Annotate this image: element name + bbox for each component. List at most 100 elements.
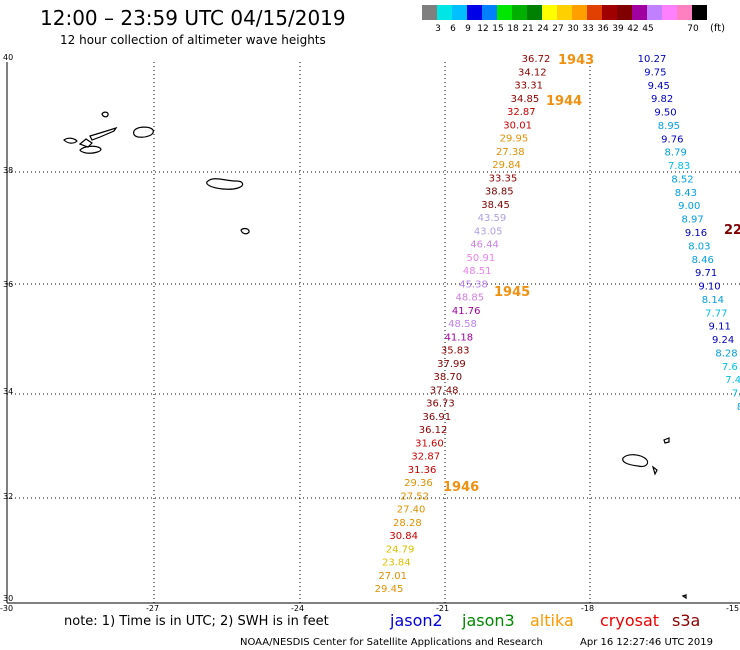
satellite-legend-entry: s3a (672, 611, 700, 630)
lat-label: 36 (3, 280, 13, 289)
legend-tick-label: 36 (597, 24, 609, 34)
track-value-label: 46.44 (470, 240, 499, 251)
track-value-label: 8.46 (692, 255, 714, 266)
time-label: 1944 (546, 94, 582, 109)
lon-label: -21 (436, 604, 449, 613)
footer-timestamp: Apr 16 12:27:46 UTC 2019 (580, 637, 713, 648)
lon-label: -30 (0, 604, 13, 613)
track-value-label: 27.01 (378, 571, 407, 582)
legend-tick-label: 42 (627, 24, 638, 34)
track-value-label: 8.03 (688, 241, 710, 252)
track-value-label: 9.71 (695, 268, 717, 279)
note-text: note: 1) Time is in UTC; 2) SWH is in fe… (64, 614, 329, 629)
track-value-label: 34.12 (518, 67, 547, 78)
island-outline (79, 145, 102, 154)
legend-swatch (587, 5, 602, 20)
track-value-label: 36.73 (426, 399, 455, 410)
legend-swatch (602, 5, 617, 20)
island-outline (622, 454, 649, 468)
track-value-label: 35.83 (441, 346, 470, 357)
satellite-legend-entry: cryosat (600, 611, 659, 630)
track-value-label: 28.28 (393, 518, 422, 529)
legend-tick-label: 6 (450, 24, 456, 34)
jason-track-values: 10.27 9.75 9.45 9.82 9.50 8.95 9.76 8.79 7.83 8.5… (638, 54, 740, 413)
legend-swatch (437, 5, 452, 20)
lat-label: 30 (3, 594, 13, 603)
satellite-legend: jason2 jason3 altika cryosat s3a (389, 611, 700, 630)
track-value-label: 8.43 (675, 188, 697, 199)
track-value-label: 23.84 (382, 558, 411, 569)
track-value-label: 9.00 (678, 201, 700, 212)
altika-track-values: 36.72 34.12 33.31 34.85 32.87 30.01 29.95 27.38… (375, 54, 551, 595)
track-value-label: 29.84 (492, 160, 521, 171)
track-value-label: 30.01 (503, 120, 532, 131)
track-value-label: 29.95 (500, 134, 529, 145)
island-outline (101, 111, 109, 118)
track-value-label: 8.79 (665, 148, 687, 159)
legend-tick-label: 45 (642, 24, 653, 34)
track-value-label: 8.95 (658, 121, 680, 132)
track-value-label: 50.91 (467, 253, 496, 264)
satellite-legend-entry: altika (530, 611, 574, 630)
track-value-label: 9.16 (685, 228, 707, 239)
coastlines (63, 111, 687, 600)
map-title: 12:00 – 23:59 UTC 04/15/2019 (40, 6, 346, 30)
track-value-label: 30.84 (389, 531, 418, 542)
track-value-label: 37.99 (437, 359, 466, 370)
legend-tick-label: 12 (477, 24, 488, 34)
track-value-label: 9.10 (698, 282, 720, 293)
track-value-label: 24.79 (386, 544, 415, 555)
satellite-legend-entry: jason3 (461, 611, 515, 630)
island-outline (133, 126, 154, 138)
island-outline (681, 594, 687, 600)
track-value-label: 9.45 (648, 81, 670, 92)
legend-swatch (677, 5, 692, 20)
legend-swatch (467, 5, 482, 20)
legend-tick-label: 30 (567, 24, 579, 34)
track-value-label: 37.48 (430, 385, 459, 396)
lat-label: 34 (3, 387, 13, 396)
legend-swatch (497, 5, 512, 20)
track-value-label: 9.82 (651, 94, 673, 105)
legend-swatch (452, 5, 467, 20)
track-value-label: 33.31 (514, 81, 543, 92)
track-value-label: 8.52 (671, 174, 693, 185)
lon-label: -27 (146, 604, 159, 613)
legend-tick-label: 39 (612, 24, 624, 34)
legend-swatch (482, 5, 497, 20)
island-outline (240, 227, 250, 235)
track-value-label: 45.38 (459, 279, 488, 290)
legend-swatch (692, 5, 707, 20)
time-label: 1945 (494, 285, 530, 300)
legend-tick-label: 21 (522, 24, 533, 34)
time-label: 1943 (558, 53, 594, 68)
island-outline (206, 178, 244, 190)
track-value-label: 7.77 (705, 308, 727, 319)
legend-tick-label: 18 (507, 24, 519, 34)
track-value-label: 9.24 (712, 335, 734, 346)
legend-unit: (ft) (710, 23, 725, 34)
track-value-label: 31.36 (408, 465, 437, 476)
track-value-label: 9.75 (644, 67, 666, 78)
track-value-label: 8 (737, 402, 740, 413)
lon-label: -15 (726, 604, 739, 613)
track-value-label: 38.85 (485, 187, 514, 198)
track-value-label: 8.14 (702, 295, 724, 306)
lon-label: -18 (581, 604, 594, 613)
lat-label: 32 (3, 492, 13, 501)
legend-swatch (617, 5, 632, 20)
legend-swatch (542, 5, 557, 20)
legend-tick-label: 70 (687, 24, 699, 34)
legend-tick-label: 3 (435, 24, 441, 34)
track-value-label: 32.87 (411, 452, 440, 463)
track-value-label: 36.91 (422, 412, 451, 423)
track-value-label: 9.50 (654, 108, 676, 119)
longitude-labels: -30 -27 -24 -21 -18 -15 (0, 604, 739, 613)
track-value-label: 48.58 (448, 319, 477, 330)
legend-swatch (527, 5, 542, 20)
legend-tick-label: 27 (552, 24, 563, 34)
lat-lon-grid (7, 62, 740, 603)
track-value-label: 7.83 (668, 161, 690, 172)
track-value-label: 27.38 (496, 147, 525, 158)
